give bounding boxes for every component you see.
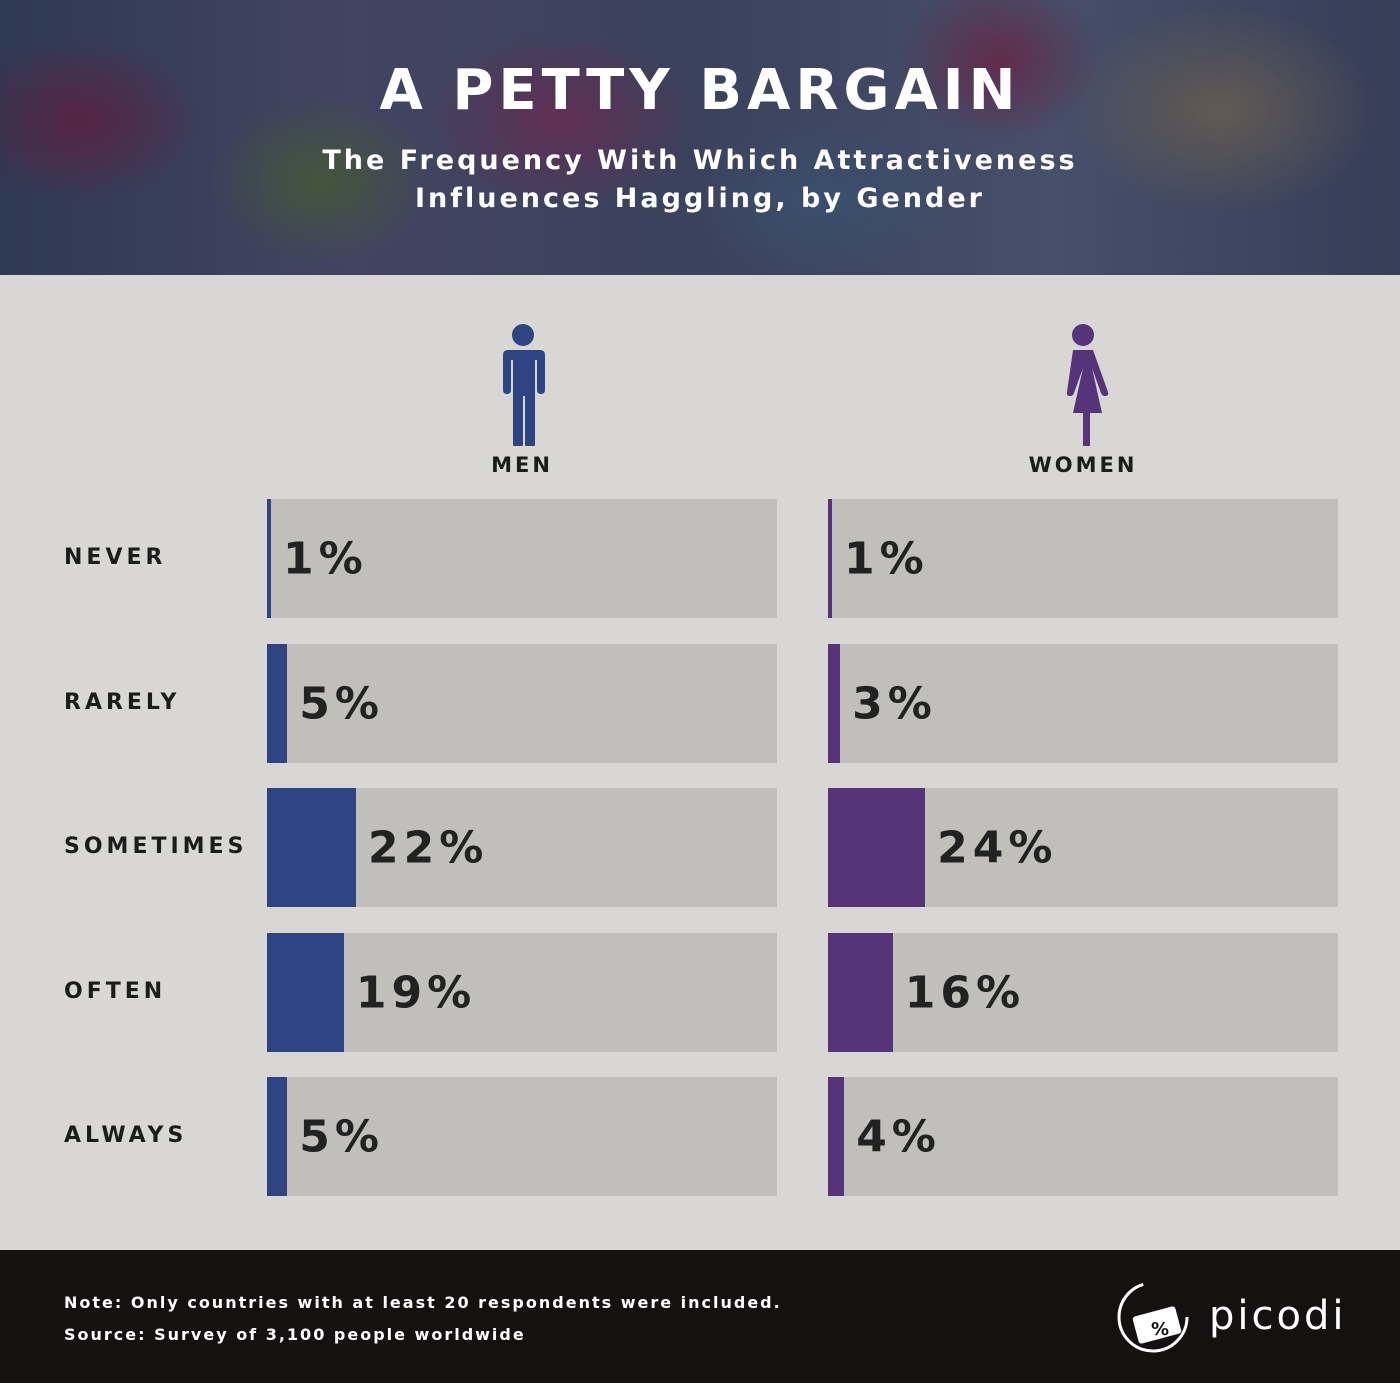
page-title: A PETTY BARGAIN (379, 58, 1021, 123)
category-label: ALWAYS (64, 1123, 188, 1148)
category-label: SOMETIMES (64, 834, 248, 859)
men-bar (267, 1077, 288, 1196)
picodi-logo-icon: % (1117, 1281, 1189, 1353)
bar-track: 5% (267, 1077, 777, 1196)
data-label: 1% (844, 533, 929, 584)
data-label: 5% (299, 1111, 384, 1162)
subtitle-line-2: Influences Haggling, by Gender (415, 183, 985, 214)
header-banner: A PETTY BARGAIN The Frequency With Which… (0, 0, 1400, 275)
subtitle-line-1: The Frequency With Which Attractiveness (322, 145, 1078, 176)
category-label: NEVER (64, 545, 167, 570)
bar-track: 3% (828, 644, 1338, 763)
men-bar (267, 788, 357, 907)
women-bar (828, 933, 893, 1052)
women-column-header: WOMEN (1028, 453, 1138, 477)
footer-source: Source: Survey of 3,100 people worldwide (64, 1325, 526, 1344)
picodi-logo-text: picodi (1209, 1293, 1347, 1339)
women-bar (828, 788, 926, 907)
category-label: OFTEN (64, 979, 167, 1004)
data-label: 3% (852, 678, 937, 729)
category-label: RARELY (64, 690, 181, 715)
data-label: 1% (283, 533, 368, 584)
data-label: 5% (299, 678, 384, 729)
woman-icon (1066, 324, 1109, 446)
men-bar (267, 644, 288, 763)
bar-track: 4% (828, 1077, 1338, 1196)
data-label: 4% (856, 1111, 941, 1162)
bar-track: 19% (267, 933, 777, 1052)
bar-track: 22% (267, 788, 777, 907)
data-label: 16% (904, 967, 1026, 1018)
women-bar (828, 1077, 845, 1196)
footer-note: Note: Only countries with at least 20 re… (64, 1293, 782, 1312)
page-subtitle: The Frequency With Which Attractiveness … (0, 142, 1400, 218)
women-bar (828, 644, 841, 763)
bar-track: 5% (267, 644, 777, 763)
data-label: 19% (355, 967, 477, 1018)
data-label: 24% (937, 822, 1058, 873)
women-bar (828, 499, 833, 618)
footer: Note: Only countries with at least 20 re… (0, 1250, 1400, 1383)
bar-track: 24% (828, 788, 1338, 907)
bar-track: 1% (828, 499, 1338, 618)
bar-track: 1% (267, 499, 777, 618)
bar-track: 16% (828, 933, 1338, 1052)
men-column-header: MEN (491, 453, 553, 477)
men-bar (267, 499, 272, 618)
svg-text:%: % (1151, 1319, 1169, 1340)
men-bar (267, 933, 344, 1052)
picodi-logo: % picodi (1113, 1275, 1346, 1357)
data-label: 22% (368, 822, 489, 873)
man-icon (503, 324, 545, 446)
